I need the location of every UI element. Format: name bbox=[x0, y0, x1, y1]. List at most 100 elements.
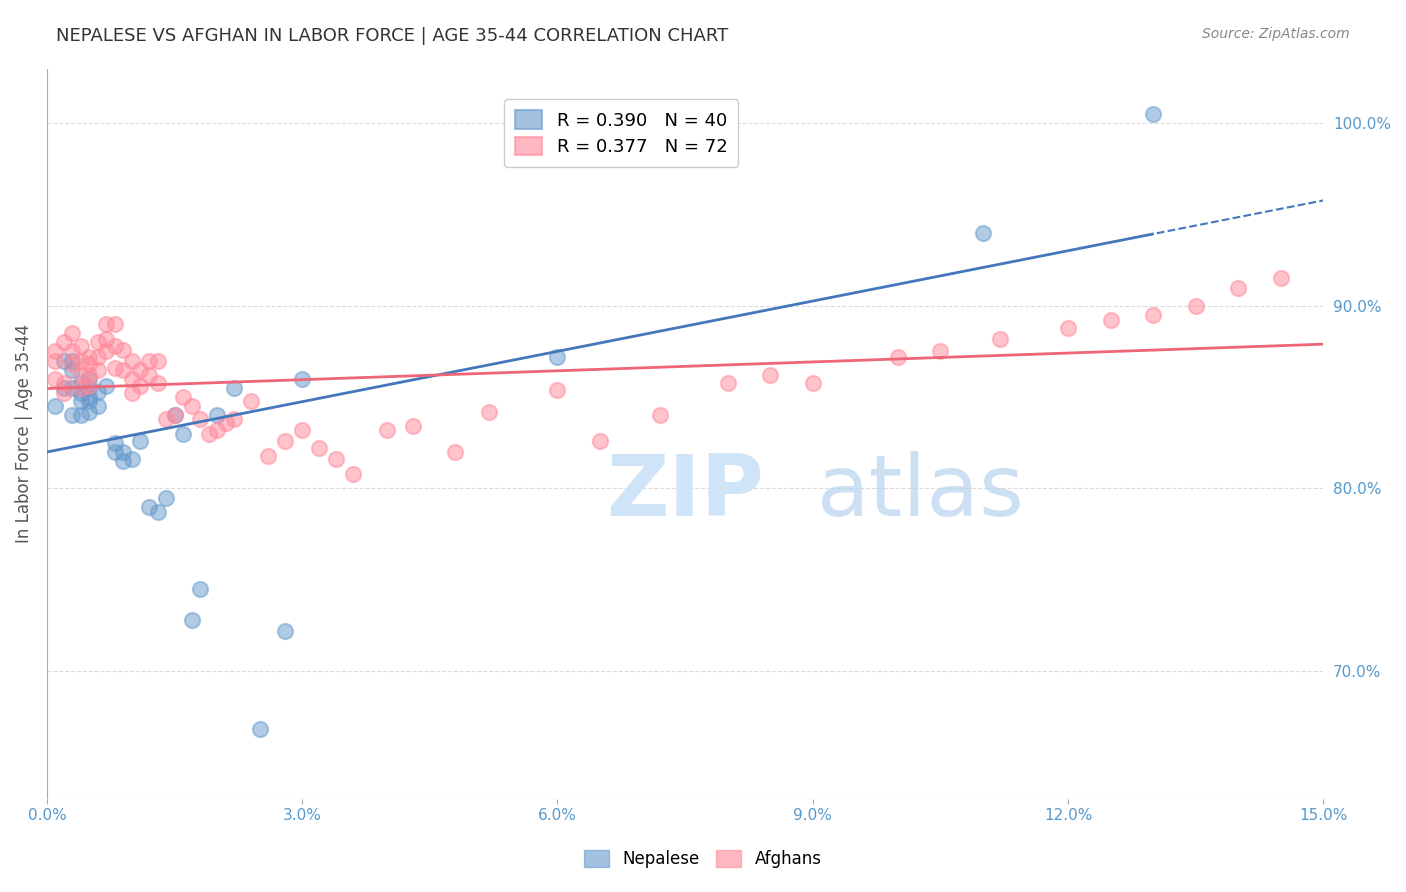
Point bbox=[257, 449, 280, 463]
Point bbox=[240, 393, 263, 408]
Legend: Nepalese, Afghans: Nepalese, Afghans bbox=[578, 843, 828, 875]
Point bbox=[104, 360, 127, 375]
Point bbox=[121, 386, 143, 401]
Point bbox=[52, 386, 75, 401]
Point bbox=[759, 368, 782, 383]
Text: Source: ZipAtlas.com: Source: ZipAtlas.com bbox=[1202, 27, 1350, 41]
Point bbox=[96, 317, 118, 331]
Point bbox=[52, 381, 75, 395]
Point bbox=[79, 405, 101, 419]
Point bbox=[104, 339, 127, 353]
Point bbox=[87, 363, 110, 377]
Point bbox=[155, 412, 177, 426]
Point bbox=[180, 613, 202, 627]
Point bbox=[70, 339, 93, 353]
Point bbox=[129, 434, 152, 448]
Point bbox=[972, 226, 994, 240]
Point bbox=[96, 379, 118, 393]
Point bbox=[717, 376, 740, 390]
Point bbox=[70, 386, 93, 401]
Point bbox=[62, 353, 84, 368]
Point bbox=[112, 454, 135, 468]
Point bbox=[1184, 299, 1206, 313]
Point bbox=[79, 379, 101, 393]
Point bbox=[444, 445, 467, 459]
Point bbox=[546, 350, 568, 364]
Point bbox=[52, 353, 75, 368]
Point bbox=[79, 372, 101, 386]
Point bbox=[214, 416, 236, 430]
Point bbox=[70, 381, 93, 395]
Point bbox=[163, 409, 186, 423]
Point bbox=[801, 376, 824, 390]
Point bbox=[138, 368, 160, 383]
Point bbox=[70, 368, 93, 383]
Point bbox=[222, 381, 245, 395]
Y-axis label: In Labor Force | Age 35-44: In Labor Force | Age 35-44 bbox=[15, 324, 32, 543]
Point bbox=[546, 383, 568, 397]
Point bbox=[70, 353, 93, 368]
Text: NEPALESE VS AFGHAN IN LABOR FORCE | AGE 35-44 CORRELATION CHART: NEPALESE VS AFGHAN IN LABOR FORCE | AGE … bbox=[56, 27, 728, 45]
Point bbox=[121, 372, 143, 386]
Point bbox=[112, 363, 135, 377]
Point bbox=[62, 409, 84, 423]
Point bbox=[138, 500, 160, 514]
Point bbox=[112, 445, 135, 459]
Text: ZIP: ZIP bbox=[606, 450, 763, 533]
Point bbox=[1227, 280, 1250, 294]
Point bbox=[172, 426, 194, 441]
Point bbox=[308, 442, 330, 456]
Point bbox=[478, 405, 501, 419]
Point bbox=[79, 350, 101, 364]
Point bbox=[129, 363, 152, 377]
Point bbox=[104, 435, 127, 450]
Point bbox=[87, 350, 110, 364]
Point bbox=[274, 434, 297, 448]
Point bbox=[146, 505, 169, 519]
Text: atlas: atlas bbox=[817, 450, 1025, 533]
Point bbox=[342, 467, 364, 481]
Point bbox=[325, 452, 347, 467]
Point bbox=[188, 582, 211, 596]
Point bbox=[44, 353, 66, 368]
Point bbox=[1142, 107, 1164, 121]
Point bbox=[197, 426, 219, 441]
Point bbox=[79, 357, 101, 371]
Point bbox=[87, 335, 110, 350]
Point bbox=[589, 434, 612, 448]
Point bbox=[87, 384, 110, 399]
Point bbox=[222, 412, 245, 426]
Point bbox=[274, 624, 297, 638]
Point bbox=[52, 376, 75, 390]
Point bbox=[1142, 308, 1164, 322]
Point bbox=[249, 723, 271, 737]
Point bbox=[62, 363, 84, 377]
Point bbox=[291, 372, 314, 386]
Point bbox=[188, 412, 211, 426]
Point bbox=[44, 344, 66, 359]
Point bbox=[79, 393, 101, 408]
Point bbox=[79, 390, 101, 404]
Point bbox=[44, 372, 66, 386]
Point bbox=[70, 376, 93, 390]
Point bbox=[62, 326, 84, 341]
Point bbox=[291, 423, 314, 437]
Point bbox=[87, 399, 110, 413]
Point bbox=[1099, 313, 1122, 327]
Point bbox=[96, 332, 118, 346]
Point bbox=[180, 399, 202, 413]
Point bbox=[121, 353, 143, 368]
Point bbox=[104, 445, 127, 459]
Point bbox=[112, 343, 135, 357]
Point bbox=[96, 344, 118, 359]
Point bbox=[62, 344, 84, 359]
Point bbox=[79, 381, 101, 395]
Point bbox=[121, 452, 143, 467]
Point bbox=[929, 344, 952, 359]
Point bbox=[205, 409, 228, 423]
Point bbox=[44, 399, 66, 413]
Point bbox=[62, 357, 84, 371]
Point bbox=[138, 353, 160, 368]
Point bbox=[887, 350, 910, 364]
Point bbox=[146, 376, 169, 390]
